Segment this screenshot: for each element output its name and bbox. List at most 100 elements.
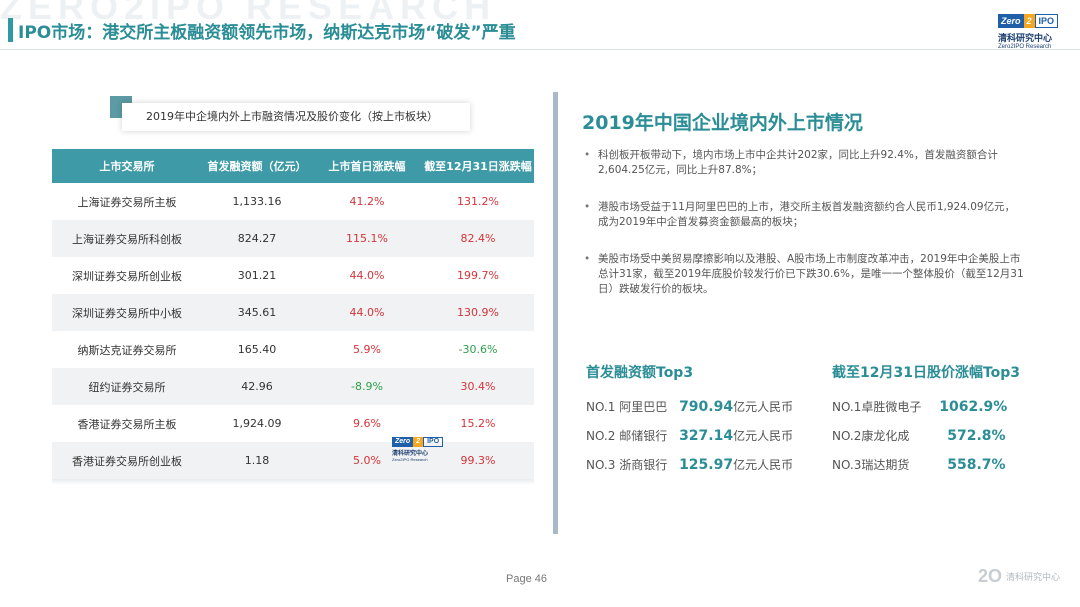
cell-amount: 42.96 (202, 368, 312, 405)
cell-ytd: 30.4% (422, 368, 534, 405)
funding-value: 790.94 (679, 399, 734, 415)
cell-first-day: -8.9% (312, 368, 422, 405)
summary-bullets: • 科创板开板带动下，境内市场上市中企共计202家，同比上升92.4%，首发融资… (584, 148, 1024, 319)
cell-amount: 1,924.09 (202, 405, 312, 442)
bullet-item: • 港股市场受益于11月阿里巴巴的上市，港交所主板首发融资额约合人民币1,924… (584, 200, 1024, 230)
rank-label: NO.3 (832, 458, 862, 472)
table-row: 上海证券交易所主板 1,133.16 41.2% 131.2% (52, 183, 534, 220)
cell-exchange: 香港证券交易所创业板 (52, 442, 202, 479)
table-header-row: 上市交易所 首发融资额（亿元） 上市首日涨跌幅 截至12月31日涨跌幅 (52, 149, 534, 183)
bullet-dot-icon: • (584, 253, 591, 265)
top3-gain-row: NO.1卓胜微电子 1062.9% (832, 398, 1007, 415)
page-title: IPO市场：港交所主板融资额领先市场，纳斯达克市场“破发”严重 (18, 23, 516, 43)
funding-unit: 亿元人民币 (733, 458, 794, 472)
cell-exchange: 深圳证券交易所创业板 (52, 257, 202, 294)
mini-logo-ipo: IPO (423, 437, 444, 447)
cell-first-day: 115.1% (312, 220, 422, 257)
vertical-divider (553, 92, 558, 534)
header-divider (0, 49, 1080, 50)
bullet-item: • 科创板开板带动下，境内市场上市中企共计202家，同比上升92.4%，首发融资… (584, 148, 1024, 178)
mini-logo-cn: 清科研究中心 (392, 450, 429, 457)
table-row: 香港证券交易所主板 1,924.09 9.6% 15.2% (52, 405, 534, 442)
cell-exchange: 香港证券交易所主板 (52, 405, 202, 442)
cell-amount: 1.18 (202, 442, 312, 479)
header-first-day: 上市首日涨跌幅 (312, 149, 422, 183)
rank-label: NO.2 (586, 429, 616, 443)
funding-value: 327.14 (679, 428, 734, 444)
header-amount: 首发融资额（亿元） (202, 149, 312, 183)
cell-exchange: 深圳证券交易所中小板 (52, 294, 202, 331)
cell-exchange: 上海证券交易所主板 (52, 183, 202, 220)
table-row: 纽约证券交易所 42.96 -8.9% 30.4% (52, 368, 534, 405)
table-caption: 2019年中企境内外上市融资情况及股价变化（按上市板块） (122, 103, 470, 131)
rank-label: NO.1 (832, 400, 862, 414)
logo-ipo-text: IPO (1034, 14, 1059, 28)
cell-ytd: 82.4% (422, 220, 534, 257)
header-ytd: 截至12月31日涨跌幅 (422, 149, 534, 183)
table-row: 上海证券交易所科创板 824.27 115.1% 82.4% (52, 220, 534, 257)
cell-ytd: 131.2% (422, 183, 534, 220)
company-name: 卓胜微电子 (861, 400, 922, 414)
mini-logo-zero: Zero (392, 437, 414, 447)
gain-value: 1062.9% (939, 399, 1008, 415)
mini-logo-two: 2 (413, 437, 424, 447)
funding-unit: 亿元人民币 (733, 429, 794, 443)
table-row: 纳斯达克证券交易所 165.40 5.9% -30.6% (52, 331, 534, 368)
cell-ytd: 15.2% (422, 405, 534, 442)
zero2ipo-logo: Zero 2 IPO 清科研究中心 Zero2IPO Research (998, 14, 1064, 50)
rank-label: NO.2 (832, 429, 862, 443)
cell-ytd: 199.7% (422, 257, 534, 294)
funding-unit: 亿元人民币 (733, 400, 794, 414)
logo-en-text: Zero2IPO Research (998, 44, 1052, 50)
cell-first-day: 5.9% (312, 331, 422, 368)
cell-first-day: 5.0% (312, 442, 422, 479)
ipo-table: 上市交易所 首发融资额（亿元） 上市首日涨跌幅 截至12月31日涨跌幅 上海证券… (52, 149, 534, 479)
table-row: 深圳证券交易所创业板 301.21 44.0% 199.7% (52, 257, 534, 294)
cell-ytd: 130.9% (422, 294, 534, 331)
cell-ytd: -30.6% (422, 331, 534, 368)
top3-funding-row: NO.3 浙商银行 125.97亿元人民币 (586, 456, 793, 473)
footer-logo: 2O 清科研究中心 (978, 566, 1060, 587)
cell-ytd: 99.3% (422, 442, 534, 479)
bullet-text: 美股市场受中美贸易摩擦影响以及港股、A股市场上市制度改革冲击，2019年中企美股… (598, 253, 1024, 295)
rank-label: NO.1 (586, 400, 616, 414)
table-row: 深圳证券交易所中小板 345.61 44.0% 130.9% (52, 294, 534, 331)
logo-zero-text: Zero (998, 14, 1024, 28)
top3-funding-row: NO.1 阿里巴巴 790.94亿元人民币 (586, 398, 793, 415)
gain-value: 558.7% (947, 457, 1006, 473)
cell-amount: 301.21 (202, 257, 312, 294)
funding-value: 125.97 (679, 457, 734, 473)
company-name: 瑞达期货 (861, 458, 910, 472)
logo-two-text: 2 (1023, 14, 1035, 28)
bullet-text: 科创板开板带动下，境内市场上市中企共计202家，同比上升92.4%，首发融资额合… (598, 149, 998, 176)
cell-first-day: 44.0% (312, 294, 422, 331)
table-row: 香港证券交易所创业板 1.18 5.0% 99.3% (52, 442, 534, 479)
top3-gain-row: NO.2康龙化成 572.8% (832, 427, 1006, 444)
rank-label: NO.3 (586, 458, 616, 472)
cell-first-day: 9.6% (312, 405, 422, 442)
table-watermark-logo: Zero 2 IPO 清科研究中心 Zero2IPO Research (392, 437, 444, 467)
right-section-title: 2019年中国企业境内外上市情况 (582, 112, 863, 134)
company-name: 浙商银行 (619, 458, 668, 472)
company-name: 阿里巴巴 (619, 400, 668, 414)
cell-exchange: 上海证券交易所科创板 (52, 220, 202, 257)
title-accent-bar (8, 18, 13, 42)
cell-first-day: 44.0% (312, 257, 422, 294)
top3-funding-title: 首发融资额Top3 (586, 365, 694, 381)
cell-amount: 345.61 (202, 294, 312, 331)
watermark-title: ZERO2IPO RESEARCH (0, 0, 497, 27)
table-bottom-shadow (52, 479, 534, 485)
bullet-dot-icon: • (584, 201, 591, 213)
bullet-text: 港股市场受益于11月阿里巴巴的上市，港交所主板首发融资额约合人民币1,924.0… (598, 201, 1016, 228)
bullet-dot-icon: • (584, 149, 591, 161)
footer-logo-glyph: 2O (978, 566, 1003, 586)
top3-gain-row: NO.3瑞达期货 558.7% (832, 456, 1006, 473)
gain-value: 572.8% (947, 428, 1006, 444)
bullet-item: • 美股市场受中美贸易摩擦影响以及港股、A股市场上市制度改革冲击，2019年中企… (584, 252, 1024, 297)
top3-funding-row: NO.2 邮储银行 327.14亿元人民币 (586, 427, 793, 444)
cell-exchange: 纽约证券交易所 (52, 368, 202, 405)
cell-exchange: 纳斯达克证券交易所 (52, 331, 202, 368)
company-name: 邮储银行 (619, 429, 668, 443)
logo-cn-text: 清科研究中心 (998, 34, 1053, 44)
cell-amount: 165.40 (202, 331, 312, 368)
